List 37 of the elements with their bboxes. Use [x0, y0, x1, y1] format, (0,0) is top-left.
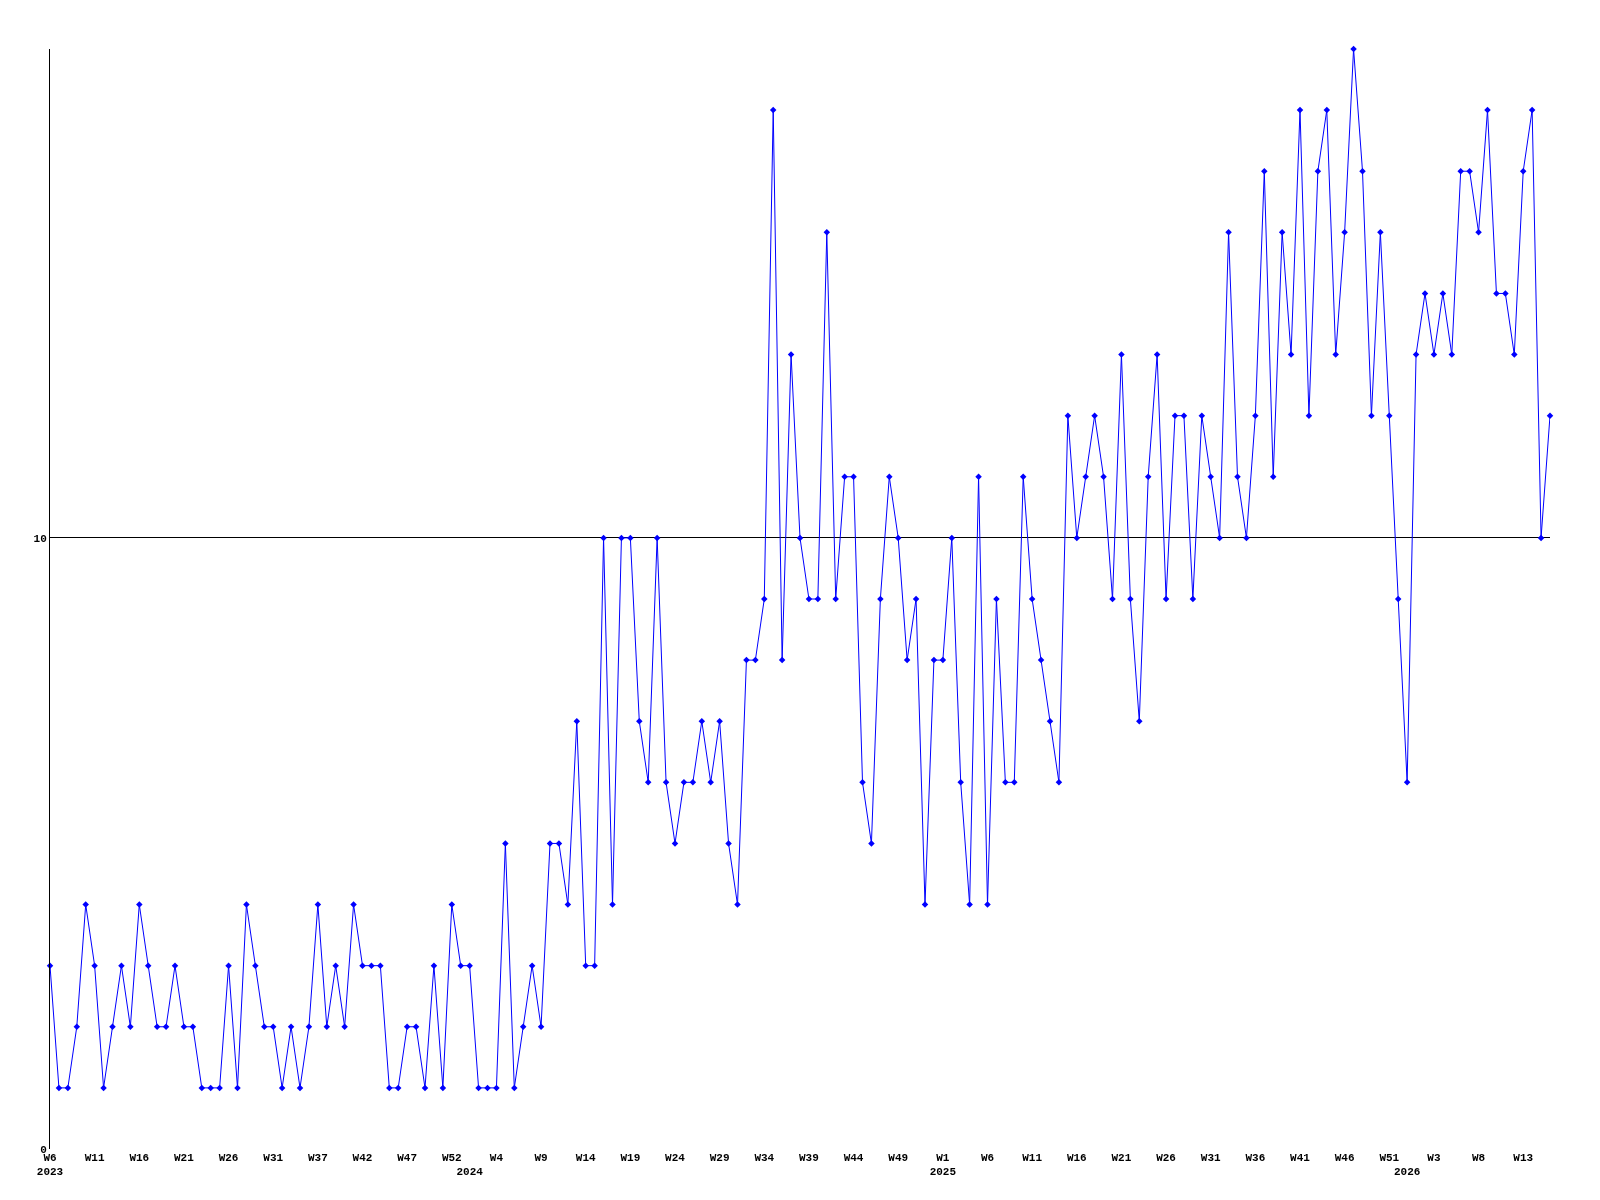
- x-tick-label: W14: [575, 1152, 597, 1164]
- x-tick-label: W6 2023: [36, 1152, 64, 1179]
- x-tick-label: W31: [263, 1152, 284, 1164]
- y-tick-label: 10: [33, 532, 47, 545]
- x-tick-label: W42: [352, 1152, 373, 1164]
- x-tick-label: W26: [218, 1152, 239, 1164]
- x-tick-label: 2026: [1393, 1166, 1421, 1179]
- x-tick-label: W36: [1245, 1152, 1266, 1164]
- x-tick-label: W47: [397, 1152, 418, 1164]
- x-tick-label: W16: [1066, 1152, 1087, 1164]
- x-tick-label: W39: [799, 1152, 819, 1164]
- x-tick-label: W26: [1156, 1152, 1176, 1164]
- x-tick-label: W21: [1111, 1152, 1132, 1164]
- x-tick-label: W6: [980, 1152, 995, 1164]
- x-tick-label: W3: [1427, 1152, 1441, 1164]
- x-tick-label: W11: [84, 1152, 105, 1164]
- x-tick-label: W49: [888, 1152, 909, 1164]
- x-tick-label: W16: [129, 1152, 150, 1164]
- x-tick-label: W41: [1290, 1152, 1311, 1164]
- x-tick-label: W19: [620, 1152, 641, 1164]
- x-tick-label: W31: [1200, 1152, 1222, 1164]
- x-tick-label: W13: [1513, 1152, 1534, 1164]
- x-tick-label: W29: [709, 1152, 730, 1164]
- x-tick-label: W24: [665, 1152, 686, 1164]
- x-tick-label: W1 2025: [929, 1152, 957, 1179]
- x-tick-label: W52: [441, 1152, 462, 1164]
- x-tick-label: W11: [1022, 1152, 1043, 1164]
- x-tick-label: W21: [174, 1152, 195, 1164]
- x-tick-label: W8: [1471, 1152, 1486, 1164]
- x-tick-label: W4: [489, 1152, 504, 1164]
- x-tick-label: W9: [534, 1152, 548, 1164]
- x-tick-label: 2024: [456, 1166, 484, 1179]
- x-tick-label: W37: [307, 1152, 328, 1164]
- x-tick-label: W51: [1379, 1152, 1400, 1164]
- x-tick-label: W34: [754, 1152, 775, 1164]
- x-tick-label: W46: [1334, 1152, 1355, 1164]
- x-tick-label: W44: [843, 1152, 864, 1164]
